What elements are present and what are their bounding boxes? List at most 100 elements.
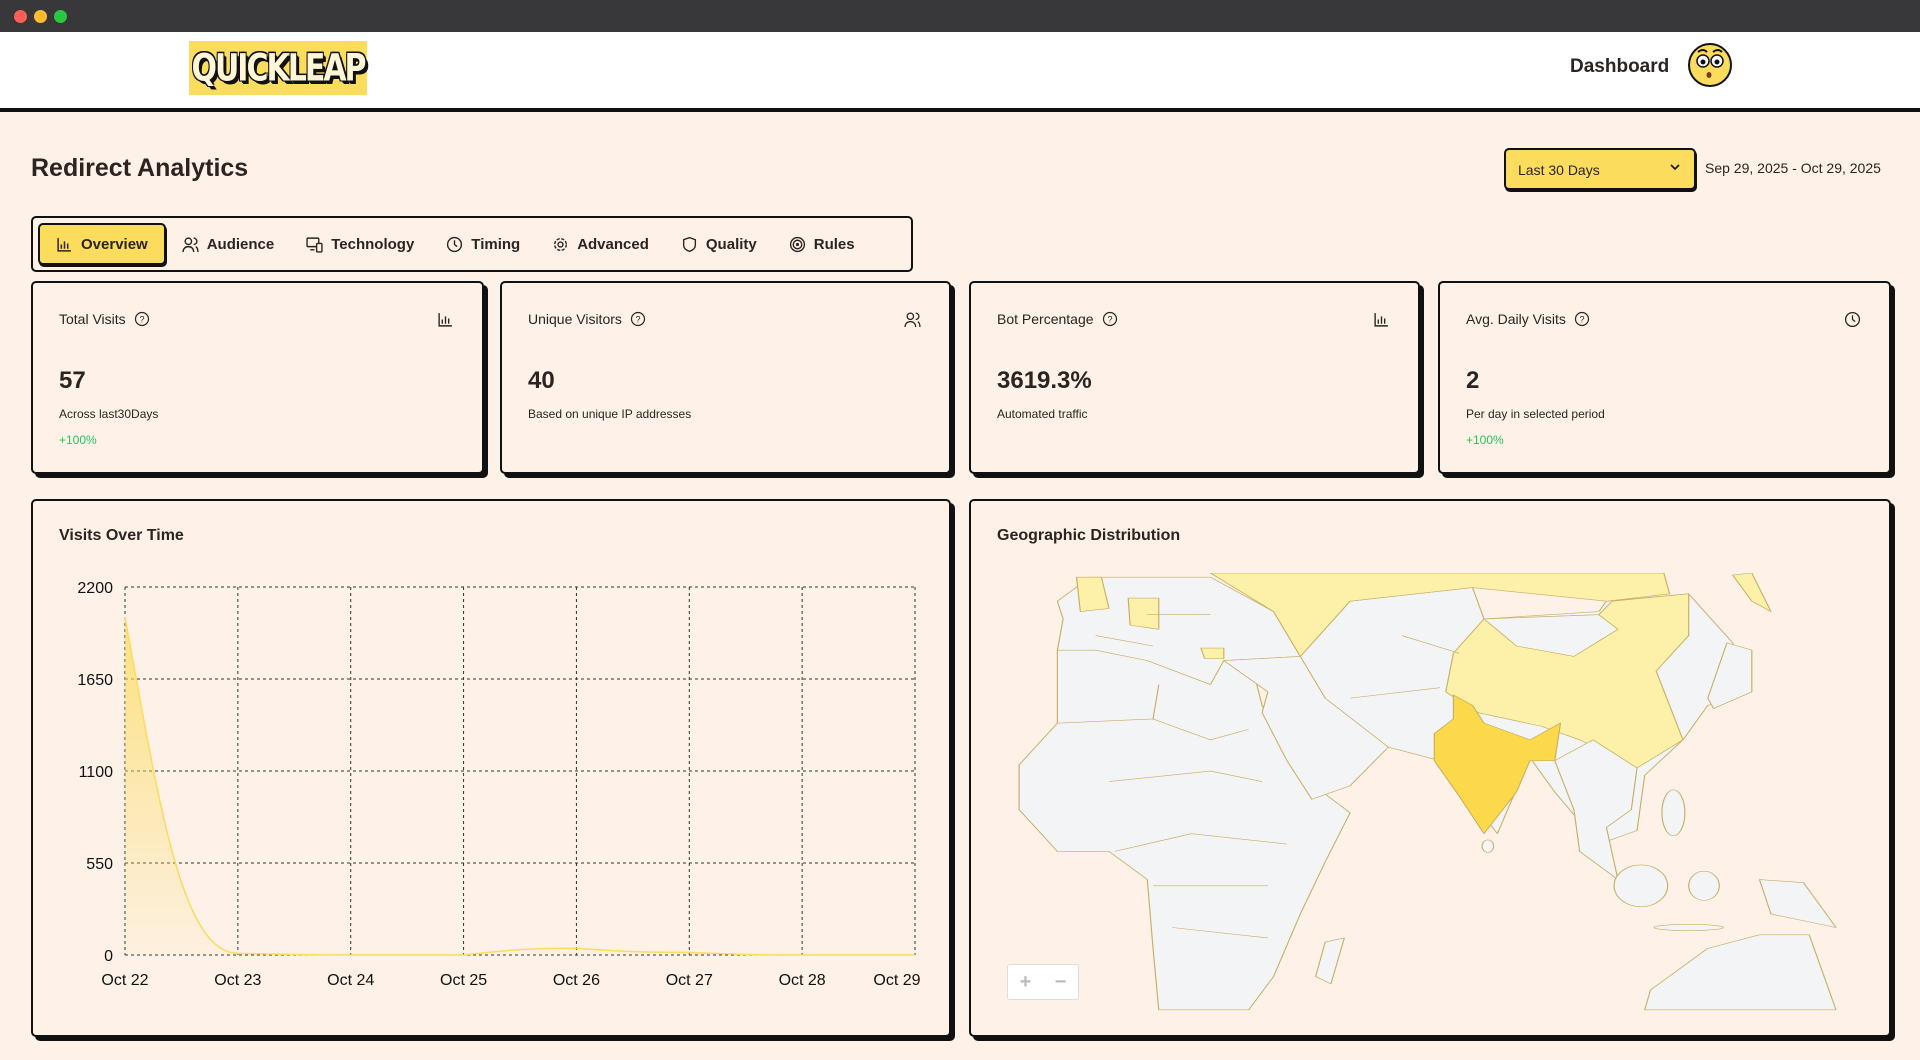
clock-icon [1844, 311, 1861, 328]
bar-chart-icon [1374, 313, 1388, 327]
quickleap-logo[interactable]: QUICKLEAP [189, 41, 367, 95]
visits-over-time-card: Visits Over Time 0 550 1100 1650 2200 Oct 22 O… [31, 499, 951, 1037]
page-title: Redirect Analytics [31, 154, 249, 182]
close-window-button[interactable] [14, 10, 27, 23]
x-tick-label: Oct 25 [440, 972, 487, 989]
map-country-madagascar [1315, 937, 1345, 985]
target-icon [789, 236, 805, 252]
tab-timing[interactable]: Timing [430, 223, 536, 265]
range-select-value: Last 30 Days [1518, 162, 1600, 178]
stat-label: Avg. Daily Visits [1466, 311, 1566, 327]
tab-label: Advanced [577, 235, 649, 253]
map-country-uk [1075, 576, 1110, 612]
map-country-bulgaria [1200, 647, 1225, 659]
chart-title: Visits Over Time [59, 527, 184, 544]
avatar[interactable] [1687, 42, 1733, 88]
bar-chart-icon [438, 313, 452, 327]
map-region-southeast-asia [1554, 739, 1638, 880]
stat-label: Total Visits [59, 311, 126, 327]
stat-label: Bot Percentage [997, 311, 1094, 327]
stat-card-unique-visitors: Unique Visitors? 40 Based on unique IP a… [500, 281, 951, 474]
users-icon [904, 312, 921, 327]
area-line [124, 616, 915, 956]
help-icon[interactable]: ? [134, 311, 150, 327]
zoom-out-button[interactable]: − [1054, 970, 1067, 993]
map-country-india [1433, 694, 1562, 834]
zoom-in-button[interactable]: + [1019, 970, 1032, 993]
map-country-papua-new-guinea [1758, 879, 1837, 928]
tab-rules[interactable]: Rules [773, 223, 871, 265]
tab-label: Technology [331, 235, 415, 253]
help-icon[interactable]: ? [1574, 311, 1590, 327]
tab-label: Rules [813, 235, 855, 253]
map-title: Geographic Distribution [997, 527, 1181, 544]
tab-technology[interactable]: Technology [290, 223, 430, 265]
users-icon [182, 236, 199, 252]
stat-subtitle: Automated traffic [997, 407, 1088, 421]
clock-icon [447, 236, 463, 252]
stat-subtitle: Per day in selected period [1466, 407, 1605, 421]
minimize-window-button[interactable] [34, 10, 47, 23]
map-country-japan [1707, 642, 1753, 709]
y-tick-label: 550 [86, 856, 113, 873]
stat-value: 57 [59, 367, 86, 394]
gear-icon [554, 237, 568, 251]
nav-dashboard-link[interactable]: Dashboard [1570, 56, 1670, 77]
world-map[interactable] [1000, 573, 1880, 1013]
y-tick-label: 1100 [79, 764, 114, 781]
geographic-distribution-card: Geographic Distribution + − [969, 499, 1891, 1037]
tab-overview[interactable]: Overview [38, 223, 166, 265]
svg-text:?: ? [1579, 315, 1584, 325]
y-tick-label: 2200 [77, 580, 113, 597]
x-tick-label: Oct 27 [666, 972, 713, 989]
tab-audience[interactable]: Audience [166, 223, 291, 265]
tab-label: Timing [471, 235, 521, 253]
stat-subtitle: Based on unique IP addresses [528, 407, 692, 421]
svg-text:?: ? [1107, 315, 1112, 325]
devices-icon [306, 236, 323, 253]
chevron-down-icon [1670, 164, 1680, 171]
stat-card-avg-daily-visits: Avg. Daily Visits? 2 Per day in selected… [1438, 281, 1891, 474]
tab-label: Overview [81, 235, 148, 253]
bar-chart-icon [57, 237, 71, 252]
analytics-tabs: Overview Audience Technology Timing Adva… [31, 216, 913, 272]
visits-chart: 0 550 1100 1650 2200 Oct 22 Oct 23 Oct 24 Oct 25… [77, 580, 920, 989]
x-tick-label: Oct 26 [553, 972, 600, 989]
y-tick-label: 0 [104, 948, 113, 965]
map-region-sakhalin [1732, 573, 1772, 612]
map-zoom-controls: + − [1007, 964, 1079, 1000]
top-header: QUICKLEAP Dashboard [0, 32, 1920, 112]
stat-label: Unique Visitors [528, 311, 622, 327]
stat-subtitle: Across last30Days [59, 407, 159, 421]
svg-text:?: ? [635, 315, 640, 325]
area-fill [125, 617, 915, 955]
date-range-select[interactable]: Last 30 Days [1504, 148, 1696, 190]
stat-change: +100% [59, 433, 97, 447]
stat-value: 40 [528, 367, 555, 394]
y-tick-label: 1650 [77, 672, 113, 689]
map-country-mongolia [1483, 614, 1619, 657]
stat-card-bot-percentage: Bot Percentage? 3619.3% Automated traffi… [969, 281, 1420, 474]
x-tick-label: Oct 23 [214, 972, 261, 989]
stat-value: 2 [1466, 367, 1480, 394]
logo-text: QUICKLEAP [191, 46, 366, 90]
x-tick-label: Oct 24 [327, 972, 374, 989]
stat-change: +100% [1466, 433, 1504, 447]
help-icon[interactable]: ? [630, 311, 646, 327]
stat-value: 3619.3% [997, 367, 1092, 394]
date-range-text: Sep 29, 2025 - Oct 29, 2025 [1705, 160, 1881, 176]
x-tick-label: Oct 22 [101, 972, 148, 989]
window-titlebar [0, 0, 1920, 32]
x-tick-label: Oct 28 [779, 972, 826, 989]
map-country-russia [1209, 573, 1671, 657]
stat-card-total-visits: Total Visits? 57 Across last30Days +100% [31, 281, 484, 474]
maximize-window-button[interactable] [54, 10, 67, 23]
tab-advanced[interactable]: Advanced [536, 223, 665, 265]
svg-text:?: ? [139, 315, 144, 325]
tab-label: Quality [705, 235, 757, 253]
tab-label: Audience [206, 235, 275, 253]
map-country-germany [1127, 597, 1160, 630]
shield-icon [682, 236, 696, 252]
help-icon[interactable]: ? [1102, 311, 1118, 327]
tab-quality[interactable]: Quality [665, 223, 773, 265]
